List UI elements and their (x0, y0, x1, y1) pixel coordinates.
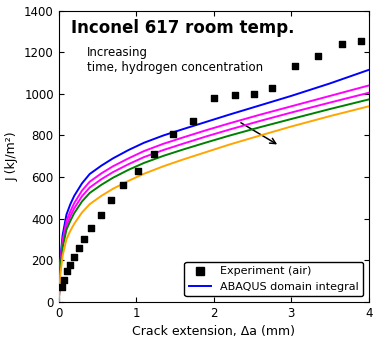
Point (211, 95, 217, 101)
Text: Inconel 617 room temp.: Inconel 617 room temp. (71, 19, 294, 37)
Point (61, 277, 67, 282)
Point (190, 119, 196, 124)
Point (135, 169, 141, 174)
Point (76, 246, 82, 251)
Point (59, 285, 65, 290)
Point (151, 151, 157, 157)
Point (358, 39, 364, 44)
Point (108, 198, 114, 203)
Point (120, 183, 126, 188)
Point (339, 42, 345, 47)
X-axis label: Crack extension, Δa (mm): Crack extension, Δa (mm) (132, 325, 295, 338)
Point (269, 85, 275, 91)
Legend: Experiment (air), ABAQUS domain integral: Experiment (air), ABAQUS domain integral (184, 262, 363, 297)
Text: Increasing
time, hydrogen concentration: Increasing time, hydrogen concentration (87, 45, 263, 74)
Y-axis label: J (kJ/m²): J (kJ/m²) (6, 131, 19, 181)
Point (170, 131, 176, 137)
Point (81, 236, 87, 241)
Point (64, 268, 70, 274)
Point (292, 64, 298, 69)
Point (88, 225, 94, 231)
Point (232, 93, 238, 98)
Point (71, 254, 77, 259)
Point (67, 262, 73, 267)
Point (315, 53, 321, 59)
Point (98, 212, 104, 217)
Point (251, 92, 257, 97)
